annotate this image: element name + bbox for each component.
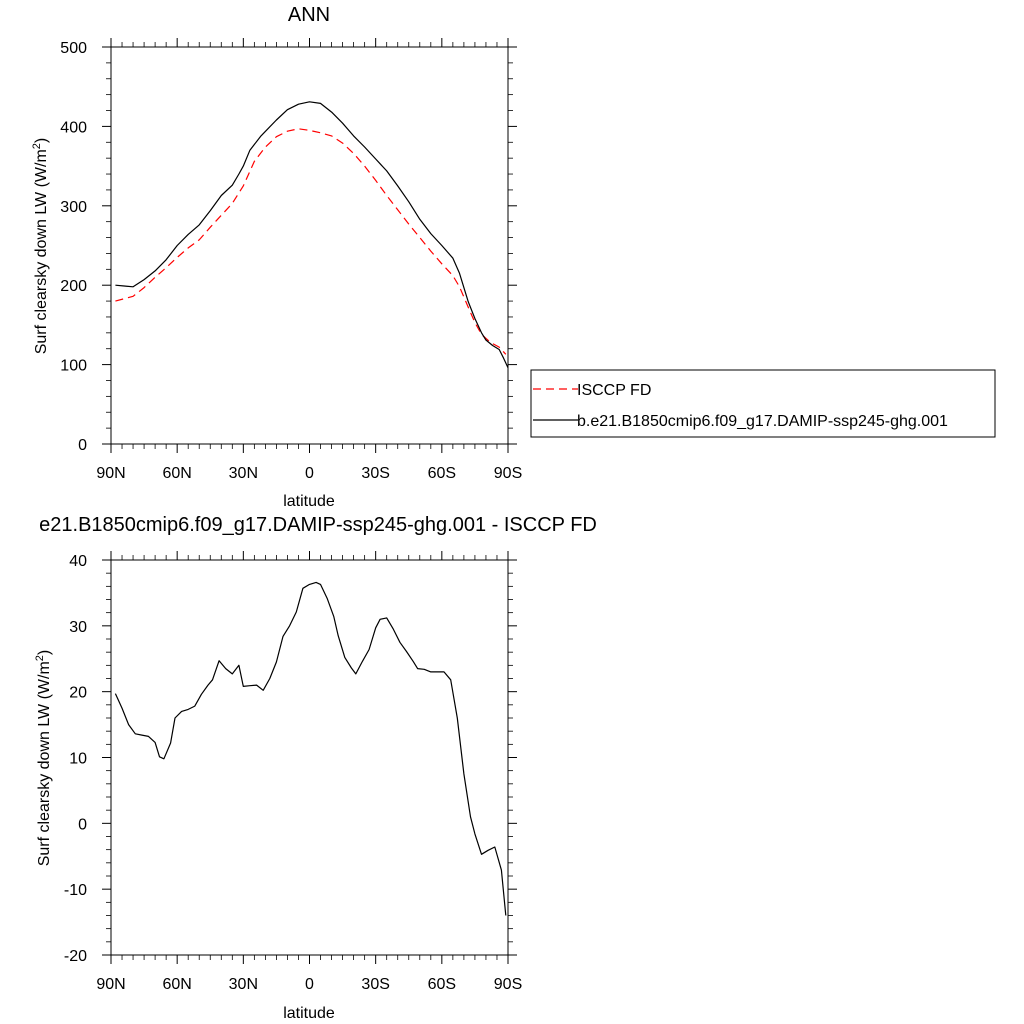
xtick-label: 60S: [428, 976, 456, 993]
ytick-label: 10: [69, 751, 87, 768]
chart-top-series-line-0: [115, 128, 507, 355]
xtick-label: 90S: [494, 976, 522, 993]
xtick-label: 0: [305, 976, 314, 993]
chart-bottom-ylabel-main: Surf clearsky down LW (W/m: [36, 661, 53, 866]
legend-box: [530, 369, 996, 438]
chart-top-series-line-1: [115, 101, 509, 369]
chart-bottom: e21.B1850cmip6.f09_g17.DAMIP-ssp245-ghg.…: [34, 514, 597, 1022]
xtick-label: 60N: [162, 976, 191, 993]
xtick-label: 60N: [162, 465, 191, 482]
xtick-label: 30N: [229, 465, 258, 482]
chart-bottom-xtick-labels: 90N 60N 30N 0 30S 60S 90S: [96, 976, 522, 993]
xtick-label: 30N: [229, 976, 258, 993]
chart-top-xtick-labels: 90N 60N 30N 0 30S 60S 90S: [96, 465, 522, 482]
chart-top-ylabel: Surf clearsky down LW (W/m2): [31, 138, 50, 355]
xtick-label: 30S: [361, 465, 389, 482]
xtick-label: 60S: [428, 465, 456, 482]
chart-bottom-ylabel-sup: 2: [34, 655, 46, 661]
xtick-label: 90S: [494, 465, 522, 482]
ytick-label: 30: [69, 619, 87, 636]
chart-top-xlabel: latitude: [283, 493, 335, 510]
ytick-label: 100: [60, 358, 87, 375]
ytick-label: 400: [60, 119, 87, 136]
xtick-label: 0: [305, 465, 314, 482]
chart-top-ylabel-sup: 2: [31, 143, 43, 149]
chart-top: ANN 0 100 200 300 400 500 90N 60N 30N 0 30S 60S 90S…: [31, 4, 996, 510]
ytick-label: 300: [60, 199, 87, 216]
chart-top-ytick-labels: 0 100 200 300 400 500: [60, 40, 87, 454]
ytick-label: -10: [64, 882, 87, 899]
chart-top-frame: [110, 46, 509, 445]
chart-bottom-series-line-0: [114, 581, 507, 916]
ytick-label: 20: [69, 685, 87, 702]
chart-bottom-xlabel: latitude: [283, 1005, 335, 1022]
chart-bottom-series: [114, 581, 507, 916]
ytick-label: 0: [78, 437, 87, 454]
chart-top-series: [115, 101, 509, 369]
chart-bottom-frame: [110, 559, 509, 956]
ytick-label: 200: [60, 278, 87, 295]
ytick-label: 40: [69, 553, 87, 570]
ytick-label: 500: [60, 40, 87, 57]
chart-bottom-ytick-labels: -20 -10 0 10 20 30 40: [64, 553, 87, 965]
chart-bottom-title: e21.B1850cmip6.f09_g17.DAMIP-ssp245-ghg.…: [39, 514, 597, 536]
legend-entry-model: b.e21.B1850cmip6.f09_g17.DAMIP-ssp245-gh…: [577, 413, 948, 430]
chart-top-ylabel-main: Surf clearsky down LW (W/m: [33, 149, 50, 354]
xtick-label: 90N: [96, 465, 125, 482]
ytick-label: -20: [64, 948, 87, 965]
chart-bottom-ylabel: Surf clearsky down LW (W/m2): [34, 650, 53, 867]
chart-top-title: ANN: [288, 4, 330, 26]
ytick-label: 0: [78, 816, 87, 833]
chart-top-ticks: [102, 38, 517, 453]
chart-top-ylabel-suffix: ): [33, 138, 50, 143]
legend-entry-isccp: ISCCP FD: [577, 382, 651, 399]
xtick-label: 30S: [361, 976, 389, 993]
chart-bottom-ticks: [102, 551, 517, 964]
chart-top-legend: ISCCP FD b.e21.B1850cmip6.f09_g17.DAMIP-…: [530, 369, 996, 438]
chart-bottom-ylabel-suffix: ): [36, 650, 53, 655]
xtick-label: 90N: [96, 976, 125, 993]
